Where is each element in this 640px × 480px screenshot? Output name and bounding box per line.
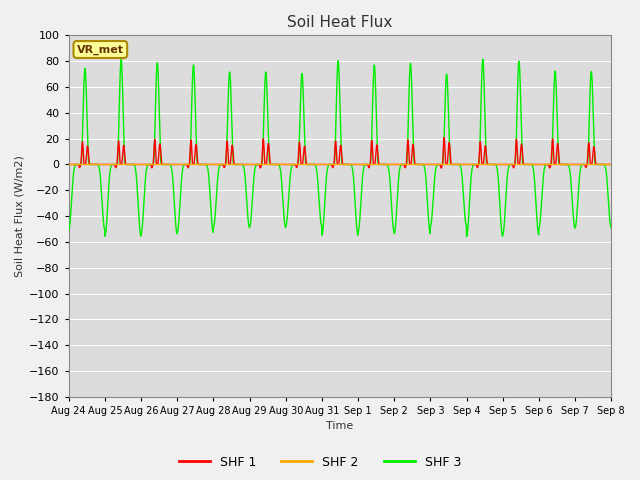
X-axis label: Time: Time — [326, 421, 353, 432]
Text: VR_met: VR_met — [77, 44, 124, 55]
Legend: SHF 1, SHF 2, SHF 3: SHF 1, SHF 2, SHF 3 — [173, 451, 467, 474]
Y-axis label: Soil Heat Flux (W/m2): Soil Heat Flux (W/m2) — [15, 155, 25, 277]
Title: Soil Heat Flux: Soil Heat Flux — [287, 15, 392, 30]
